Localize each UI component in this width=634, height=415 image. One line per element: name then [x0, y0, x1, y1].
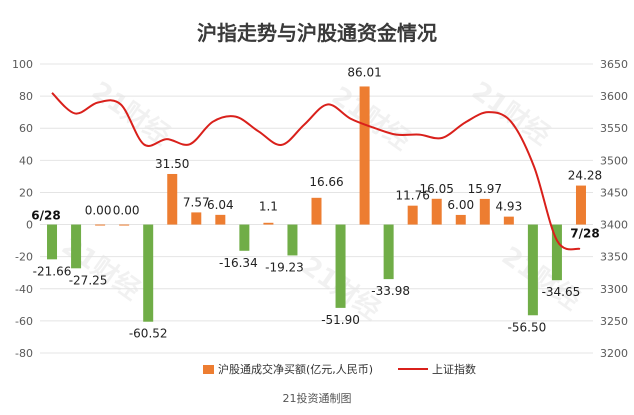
- chart-title: 沪指走势与沪股通资金情况: [197, 21, 437, 45]
- bar: [95, 224, 106, 226]
- watermark-5: 21财经: [496, 240, 586, 316]
- left-tick-label: -20: [15, 251, 33, 264]
- data-label: 6.04: [207, 198, 234, 212]
- data-label: -16.34: [219, 256, 258, 270]
- right-tick-label: 3300: [600, 283, 628, 296]
- data-label: -27.25: [69, 273, 108, 287]
- data-label: -19.23: [265, 260, 304, 274]
- left-tick-label: 60: [19, 122, 33, 135]
- legend-bar-label: 沪股通成交净买额(亿元,人民币): [218, 362, 373, 376]
- bar: [455, 214, 466, 225]
- data-label: 0.00: [85, 204, 112, 218]
- right-tick-label: 3350: [600, 251, 628, 264]
- data-label: 0.00: [113, 204, 140, 218]
- right-tick-label: 3650: [600, 58, 628, 71]
- bar: [47, 224, 58, 260]
- left-tick-label: 20: [19, 186, 33, 199]
- data-label: -60.52: [129, 327, 168, 341]
- left-tick-label: -80: [15, 347, 33, 360]
- data-labels: -21.66-27.25 0.00 0.00 -60.52 31.50 7.576.04 -…: [33, 65, 602, 340]
- bar: [167, 173, 178, 225]
- date-annotation: 6/28: [31, 209, 60, 223]
- bar: [527, 224, 538, 316]
- data-label: 16.05: [420, 182, 454, 196]
- data-label: 16.66: [309, 175, 343, 189]
- legend: 沪股通成交净买额(亿元,人民币) 上证指数: [203, 362, 476, 376]
- bar: [287, 224, 298, 256]
- data-label: 86.01: [347, 65, 381, 79]
- data-label: 1.1: [259, 200, 278, 214]
- legend-bar-swatch: [203, 365, 214, 374]
- gridlines: [40, 63, 593, 354]
- bar: [359, 86, 370, 225]
- bar: [575, 185, 586, 225]
- bar: [311, 197, 322, 225]
- data-label: 11.76: [395, 189, 429, 203]
- line-series: [51, 92, 581, 251]
- bar: [335, 224, 346, 308]
- bar: [143, 224, 154, 322]
- data-label: -34.65: [542, 285, 581, 299]
- index-line: [51, 92, 581, 251]
- data-label: -51.90: [321, 313, 360, 327]
- data-label: -21.66: [33, 264, 72, 278]
- right-tick-label: 3400: [600, 219, 628, 232]
- date-annotation: 7/28: [570, 226, 599, 240]
- left-tick-label: 80: [19, 90, 33, 103]
- bar: [407, 205, 418, 225]
- watermark-1: 21财经: [326, 80, 416, 156]
- bar: [551, 224, 562, 281]
- bar-series: [47, 86, 586, 322]
- right-tick-label: 3200: [600, 347, 628, 360]
- right-tick-label: 3600: [600, 90, 628, 103]
- bar: [431, 198, 442, 225]
- data-label: -56.50: [508, 320, 547, 334]
- right-tick-label: 3450: [600, 186, 628, 199]
- bar: [479, 198, 490, 225]
- right-tick-label: 3550: [600, 122, 628, 135]
- bar: [215, 214, 226, 225]
- data-label: 31.50: [155, 157, 189, 171]
- data-label: 7.57: [183, 195, 210, 209]
- bar: [191, 212, 202, 225]
- left-tick-label: 100: [12, 58, 33, 71]
- chart-credit: 21投资通制图: [283, 391, 352, 405]
- bar: [503, 216, 514, 225]
- annotations: 6/28 7/28: [31, 209, 599, 241]
- right-tick-label: 3250: [600, 315, 628, 328]
- bar: [263, 222, 274, 225]
- watermark-2: 21财经: [466, 75, 556, 151]
- right-axis-ticks: 3650 3600 3550 3500 3450 3400 3350 3300 3250 3200: [600, 58, 628, 360]
- left-tick-label: -60: [15, 315, 33, 328]
- data-label: 6.00: [447, 198, 474, 212]
- left-tick-label: 0: [26, 219, 33, 232]
- bar: [119, 224, 130, 226]
- left-tick-label: -40: [15, 283, 33, 296]
- right-tick-label: 3500: [600, 154, 628, 167]
- left-axis-ticks: 100 80 60 40 20 0 -20 -40 -60 -80: [12, 58, 33, 360]
- data-label: 4.93: [495, 200, 522, 214]
- legend-line-label: 上证指数: [432, 362, 476, 376]
- data-label: 24.28: [568, 169, 602, 183]
- data-label: -33.98: [371, 284, 410, 298]
- bar: [71, 224, 82, 269]
- data-label: 15.97: [468, 182, 502, 196]
- bar: [383, 224, 394, 280]
- bar: [239, 224, 250, 251]
- left-tick-label: 40: [19, 154, 33, 167]
